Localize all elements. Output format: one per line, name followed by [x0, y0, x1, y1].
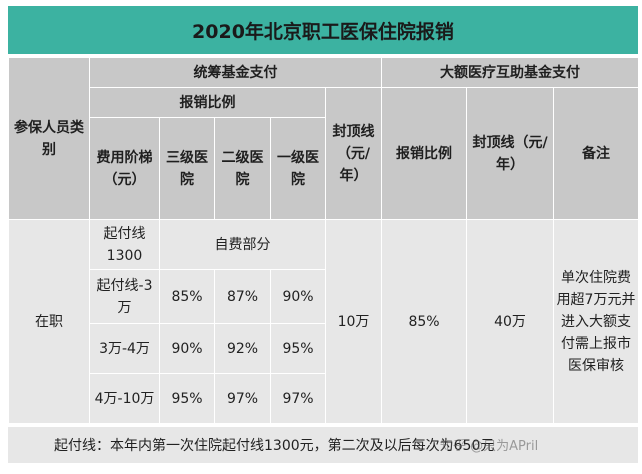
header-ratio-group: 报销比例 — [89, 87, 326, 118]
cell-category: 在职 — [8, 219, 90, 424]
cell-level2-ratio: 97% — [214, 373, 271, 424]
header-mutual-cap: 封顶线（元/年） — [466, 87, 555, 220]
footnote: 起付线：本年内第一次住院起付线1300元，第二次及以后每次为650元 — [8, 427, 638, 463]
cell-level1-ratio: 95% — [270, 323, 326, 374]
cell-self-pay: 自费部分 — [159, 219, 326, 270]
header-cost-tier: 费用阶梯（元） — [89, 117, 160, 220]
cell-mutual-cap: 40万 — [466, 219, 555, 424]
cell-tier: 起付线1300 — [89, 219, 160, 270]
watermark: 知乎 @只为APril — [440, 439, 539, 454]
header-category: 参保人员类别 — [8, 57, 90, 220]
header-mutual-fund: 大额医疗互助基金支付 — [381, 57, 640, 88]
cell-remark: 单次住院费用超7万元并进入大额支付需上报市医保审核 — [553, 219, 640, 424]
header-level2: 二级医院 — [214, 117, 271, 220]
cell-level1-ratio: 90% — [270, 269, 326, 324]
header-remark: 备注 — [553, 87, 640, 220]
cell-tier: 4万-10万 — [89, 373, 160, 424]
cell-tier: 起付线-3万 — [89, 269, 160, 324]
cell-mutual-ratio: 85% — [381, 219, 468, 424]
cell-level2-ratio: 87% — [214, 269, 271, 324]
cell-level3-ratio: 90% — [159, 323, 215, 374]
table-title: 2020年北京职工医保住院报销 — [8, 6, 638, 54]
header-pooled-fund: 统筹基金支付 — [88, 57, 383, 88]
cell-level3-ratio: 95% — [159, 373, 215, 424]
cell-level3-ratio: 85% — [159, 269, 215, 324]
reimbursement-table: 参保人员类别 统筹基金支付 大额医疗互助基金支付 报销比例 封顶线（元/年） 报… — [8, 57, 640, 424]
cell-tier: 3万-4万 — [89, 323, 160, 374]
cell-level2-ratio: 92% — [214, 323, 271, 374]
cell-cap: 10万 — [324, 219, 383, 424]
header-mutual-ratio: 报销比例 — [381, 87, 468, 220]
header-cap: 封顶线（元/年） — [324, 87, 383, 220]
header-level3: 三级医院 — [159, 117, 215, 220]
header-level1: 一级医院 — [270, 117, 326, 220]
cell-level1-ratio: 97% — [270, 373, 326, 424]
